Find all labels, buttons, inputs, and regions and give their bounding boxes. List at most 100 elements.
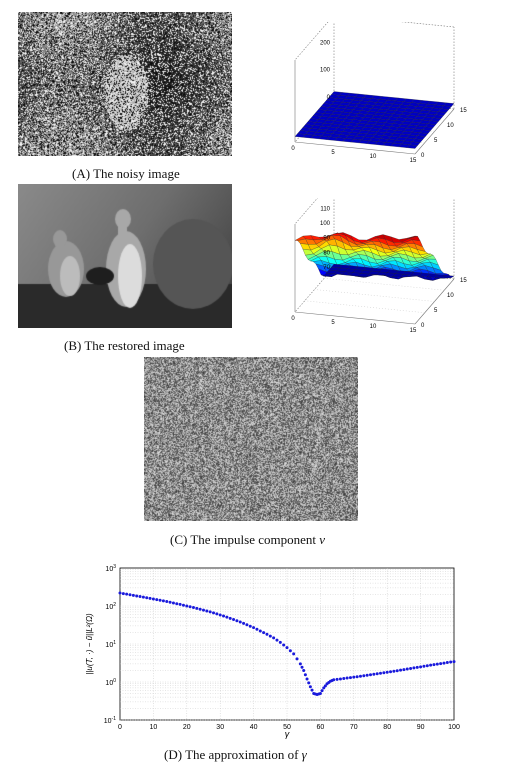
data-point — [432, 663, 436, 667]
x-tick-label: 100 — [448, 724, 460, 731]
y-tick-label: 10 — [447, 123, 454, 129]
data-point — [435, 662, 439, 666]
caption-a-text: The noisy image — [93, 166, 180, 181]
data-point — [208, 610, 212, 614]
data-point — [138, 594, 142, 598]
data-point — [305, 677, 309, 681]
x-tick-label: 40 — [250, 724, 258, 731]
data-point — [282, 643, 286, 647]
x-axis-label: γ — [285, 729, 290, 739]
data-point — [135, 594, 139, 598]
surface-faces — [294, 91, 455, 149]
data-point — [298, 662, 302, 666]
data-point — [222, 614, 226, 618]
data-point — [158, 598, 162, 602]
data-point — [355, 675, 359, 679]
x-tick-label: 80 — [383, 724, 391, 731]
caption-b: (B) The restored image — [64, 338, 185, 354]
data-point — [439, 662, 443, 666]
caption-d-text: The approximation of — [185, 747, 299, 762]
noisy-image-canvas — [18, 12, 232, 156]
caption-c: (C) The impulse component v — [170, 532, 325, 548]
z-tick-label: 80 — [323, 250, 330, 256]
data-point — [348, 676, 352, 680]
data-point — [415, 665, 419, 669]
x-tick-label: 10 — [370, 154, 377, 160]
noisy-surface-plot: 3002001000151050051015 — [291, 22, 467, 164]
caption-d-variable: γ — [301, 747, 307, 762]
data-point — [191, 606, 195, 610]
data-point — [372, 672, 376, 676]
data-point — [310, 688, 314, 692]
data-point — [268, 634, 272, 638]
data-point — [262, 631, 266, 635]
y-tick-label: 5 — [434, 138, 438, 144]
data-point — [141, 595, 145, 599]
caption-c-tag: (C) — [170, 532, 188, 547]
data-point — [195, 606, 199, 610]
impulse-image-canvas — [144, 357, 358, 521]
caption-b-tag: (B) — [64, 338, 82, 353]
data-point — [369, 673, 372, 677]
data-point — [255, 627, 259, 631]
restored-image-canvas — [18, 184, 232, 328]
y-tick-label: 10 — [447, 293, 454, 299]
x-tick-label: 20 — [183, 724, 191, 731]
surface-faces — [294, 232, 455, 281]
y-tick-label: 15 — [460, 108, 467, 114]
z-tick-label: 100 — [320, 68, 331, 74]
gamma-chart: 0 10 20 30 40 50 60 70 80 90 100 10-1 100 101 102 103 γ |… — [85, 564, 460, 739]
data-point — [212, 611, 216, 615]
y-tick-label: 100 — [105, 678, 116, 687]
data-point — [308, 685, 312, 689]
data-point — [175, 602, 179, 606]
x-tick-label: 10 — [150, 724, 158, 731]
data-point — [402, 668, 406, 672]
x-tick-label: 0 — [291, 316, 295, 322]
data-point — [171, 601, 175, 605]
data-point — [395, 669, 399, 673]
data-point — [288, 649, 292, 653]
x-tick-label: 5 — [331, 320, 335, 326]
data-point — [392, 669, 396, 673]
data-point — [320, 689, 324, 693]
data-point — [228, 616, 232, 620]
y-tick-label: 103 — [105, 564, 116, 573]
data-point — [332, 678, 336, 682]
data-point — [419, 665, 423, 669]
data-point — [248, 624, 252, 628]
data-point — [385, 670, 389, 674]
data-point — [215, 612, 219, 616]
data-point — [445, 661, 449, 665]
data-point — [345, 676, 349, 680]
impulse-image — [144, 357, 358, 521]
data-point — [275, 638, 279, 642]
data-point — [422, 664, 426, 668]
data-point — [318, 691, 322, 695]
data-point — [342, 677, 346, 681]
data-point — [322, 686, 326, 690]
x-tick-label: 50 — [283, 724, 291, 731]
data-point — [161, 599, 165, 603]
x-tick-label: 15 — [410, 158, 417, 164]
data-point — [358, 674, 362, 678]
y-tick-label: 102 — [105, 602, 116, 611]
data-point — [185, 604, 189, 608]
data-point — [218, 613, 222, 617]
y-tick-label: 101 — [105, 640, 116, 649]
data-point — [295, 657, 299, 661]
data-point — [181, 603, 185, 607]
z-tick-label: 0 — [327, 95, 331, 101]
noisy-image — [18, 12, 232, 156]
data-point — [238, 620, 242, 624]
data-point — [148, 596, 152, 600]
surface-face — [443, 102, 455, 107]
restored-surface-plot: 130120110100908070151050051015 — [291, 198, 467, 334]
surface-face — [443, 275, 455, 279]
data-point — [375, 672, 379, 676]
y-tick-label: 5 — [434, 308, 438, 314]
data-point — [245, 623, 249, 627]
y-axis-label: ||u(T, ·) − ũ||L²(Ω) — [85, 613, 94, 675]
caption-d: (D) The approximation of γ — [164, 747, 307, 763]
data-point — [272, 636, 276, 640]
